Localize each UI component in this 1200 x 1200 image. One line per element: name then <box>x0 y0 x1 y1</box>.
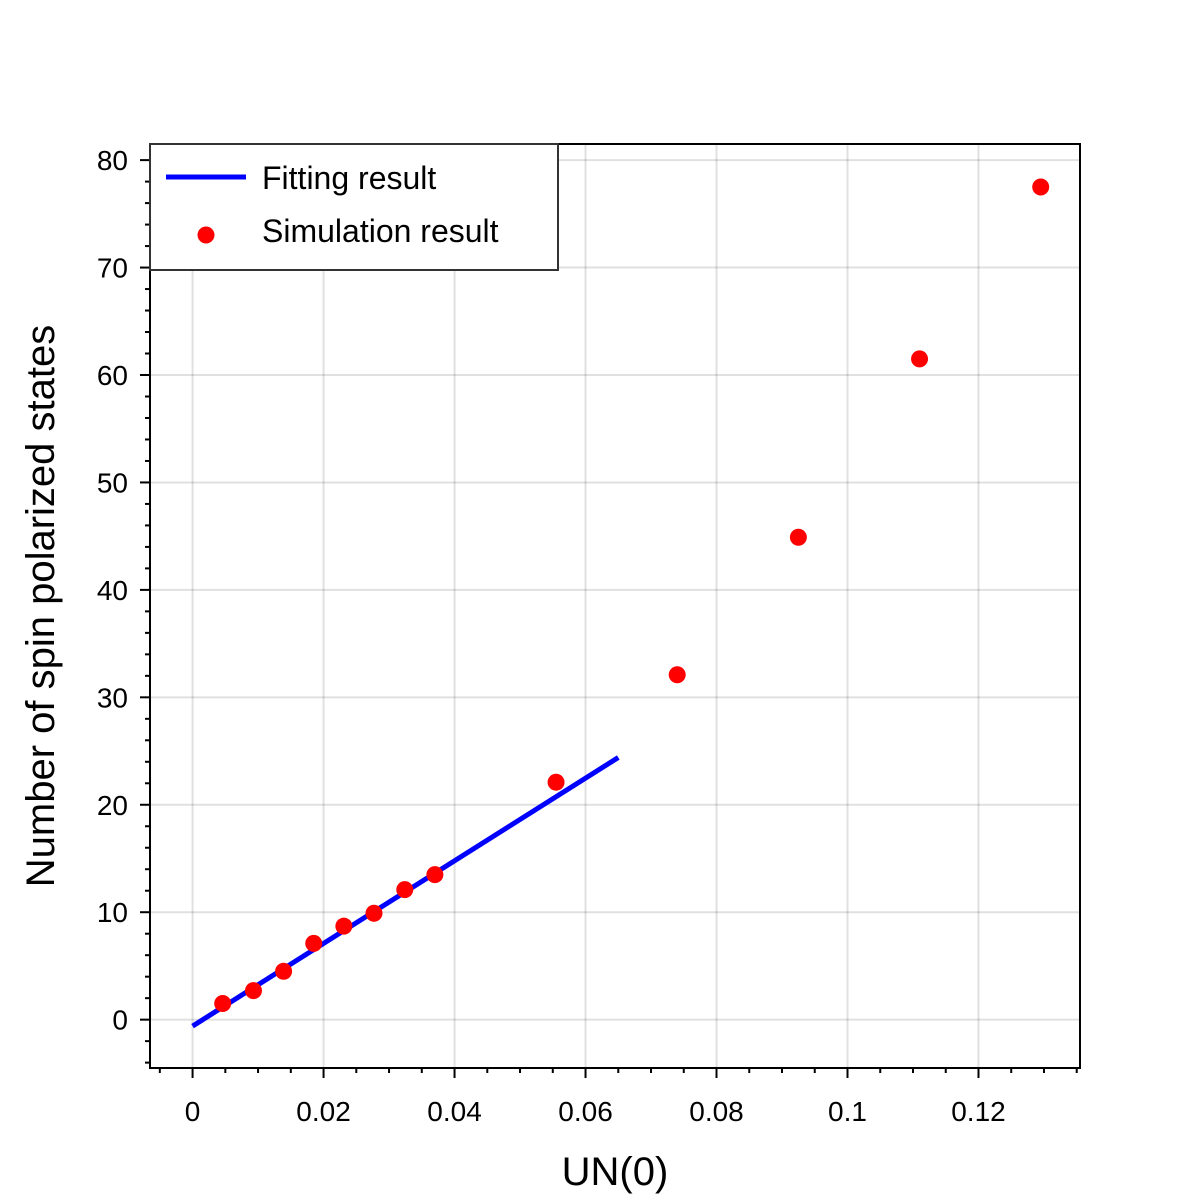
y-tick-label: 10 <box>97 897 128 928</box>
plot-frame <box>149 143 1081 1069</box>
y-tick-label: 70 <box>97 253 128 284</box>
tick-labels: 0 0.02 0.04 0.06 0.08 0.1 0.12 0 10 20 30 40 50 60 70 8… <box>97 145 1006 1127</box>
grid <box>150 144 1080 1068</box>
y-tick-label: 50 <box>97 467 128 498</box>
simulation-point <box>1032 178 1050 196</box>
y-tick-label: 40 <box>97 575 128 606</box>
y-axis-title: Number of spin polarized states <box>19 325 63 888</box>
simulation-point <box>275 962 293 980</box>
plot-series <box>191 178 1050 1029</box>
simulation-point <box>426 866 444 884</box>
legend: Fitting result Simulation result <box>149 143 559 271</box>
x-axis-title: UN(0) <box>562 1150 669 1194</box>
y-tick-label: 60 <box>97 360 128 391</box>
x-tick-label: 0.1 <box>828 1096 867 1127</box>
y-tick-label: 0 <box>112 1005 128 1036</box>
legend-label-fitting: Fitting result <box>262 160 436 196</box>
simulation-point <box>214 995 232 1013</box>
legend-box <box>149 143 559 271</box>
x-tick-label: 0 <box>185 1096 201 1127</box>
y-tick-label: 80 <box>97 145 128 176</box>
simulation-point <box>789 528 807 546</box>
simulation-point <box>547 773 565 791</box>
y-tick-label: 30 <box>97 682 128 713</box>
simulation-point <box>365 904 383 922</box>
x-tick-label: 0.06 <box>558 1096 613 1127</box>
simulation-point <box>396 881 414 899</box>
legend-label-simulation: Simulation result <box>262 213 499 249</box>
simulation-point <box>668 666 686 684</box>
x-tick-label: 0.04 <box>427 1096 482 1127</box>
x-tick-label: 0.02 <box>296 1096 351 1127</box>
simulation-point <box>305 934 323 952</box>
simulation-point <box>244 982 262 1000</box>
simulation-point <box>911 350 929 368</box>
x-tick-label: 0.12 <box>951 1096 1006 1127</box>
axis-ticks <box>140 159 1078 1078</box>
x-tick-label: 0.08 <box>689 1096 744 1127</box>
legend-dot-swatch <box>197 226 215 244</box>
simulation-point <box>335 917 353 935</box>
y-tick-label: 20 <box>97 790 128 821</box>
